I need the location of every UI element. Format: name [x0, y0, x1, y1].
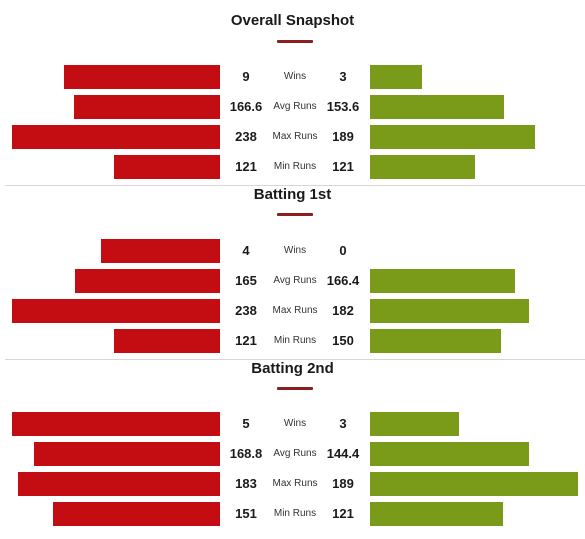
left-value: 168.8: [229, 446, 263, 461]
left-value: 4: [242, 243, 250, 258]
stat-label: Min Runs: [273, 508, 317, 519]
right-bar: [370, 502, 503, 526]
stat-label: Min Runs: [273, 335, 317, 346]
stat-row-max-runs: 183 Max Runs 189: [0, 472, 585, 496]
section-title: Batting 1st: [253, 186, 332, 203]
stat-row-avg-runs: 168.8 Avg Runs 144.4: [0, 442, 585, 466]
title-underline: [277, 40, 313, 43]
stat-row-wins: 9 Wins 3: [0, 65, 585, 89]
left-value: 9: [242, 69, 250, 84]
left-bar: [114, 155, 220, 179]
left-bar: [53, 502, 220, 526]
stat-label: Avg Runs: [273, 101, 317, 112]
stat-row-min-runs: 121 Min Runs 150: [0, 329, 585, 353]
stat-row-max-runs: 238 Max Runs 182: [0, 299, 585, 323]
left-bar: [101, 239, 220, 263]
section-divider: [5, 185, 585, 186]
left-value: 183: [235, 476, 257, 491]
title-underline: [277, 387, 313, 390]
left-value: 121: [235, 333, 257, 348]
right-bar: [370, 269, 515, 293]
section-title: Overall Snapshot: [230, 12, 355, 29]
left-value: 151: [235, 506, 257, 521]
left-bar: [64, 65, 220, 89]
stat-label: Avg Runs: [273, 275, 317, 286]
right-value: 3: [339, 69, 347, 84]
left-bar: [75, 269, 220, 293]
right-value: 144.4: [326, 446, 360, 461]
stat-row-min-runs: 151 Min Runs 121: [0, 502, 585, 526]
right-bar: [370, 65, 422, 89]
right-bar: [370, 155, 475, 179]
left-bar: [12, 299, 220, 323]
right-bar: [370, 412, 459, 436]
section-divider: [5, 359, 585, 360]
right-value: 189: [332, 129, 354, 144]
left-bar: [34, 442, 220, 466]
stat-row-max-runs: 238 Max Runs 189: [0, 125, 585, 149]
right-value: 189: [332, 476, 354, 491]
stat-label: Max Runs: [272, 305, 318, 316]
right-bar: [370, 472, 578, 496]
stat-row-min-runs: 121 Min Runs 121: [0, 155, 585, 179]
left-bar: [12, 412, 220, 436]
stat-row-wins: 5 Wins 3: [0, 412, 585, 436]
left-value: 238: [235, 129, 257, 144]
left-value: 166.6: [229, 99, 263, 114]
right-bar: [370, 125, 535, 149]
stat-label: Wins: [283, 71, 307, 82]
stat-row-avg-runs: 165 Avg Runs 166.4: [0, 269, 585, 293]
left-value: 238: [235, 303, 257, 318]
stat-label: Max Runs: [272, 131, 318, 142]
right-value: 121: [332, 506, 354, 521]
section-title: Batting 2nd: [251, 360, 334, 377]
left-value: 5: [242, 416, 250, 431]
right-bar: [370, 442, 529, 466]
right-bar: [370, 329, 501, 353]
right-bar: [370, 95, 504, 119]
stat-row-avg-runs: 166.6 Avg Runs 153.6: [0, 95, 585, 119]
right-bar: [370, 299, 529, 323]
left-value: 165: [235, 273, 257, 288]
right-value: 153.6: [326, 99, 360, 114]
right-value: 150: [332, 333, 354, 348]
title-underline: [277, 213, 313, 216]
right-value: 0: [339, 243, 347, 258]
right-value: 166.4: [326, 273, 360, 288]
right-value: 121: [332, 159, 354, 174]
stat-label: Wins: [283, 245, 307, 256]
right-value: 3: [339, 416, 347, 431]
stat-label: Max Runs: [272, 478, 318, 489]
left-bar: [12, 125, 220, 149]
right-value: 182: [332, 303, 354, 318]
stat-label: Min Runs: [273, 161, 317, 172]
left-bar: [74, 95, 220, 119]
left-bar: [18, 472, 220, 496]
left-value: 121: [235, 159, 257, 174]
stat-row-wins: 4 Wins 0: [0, 239, 585, 263]
left-bar: [114, 329, 220, 353]
stat-label: Avg Runs: [273, 448, 317, 459]
stat-label: Wins: [283, 418, 307, 429]
